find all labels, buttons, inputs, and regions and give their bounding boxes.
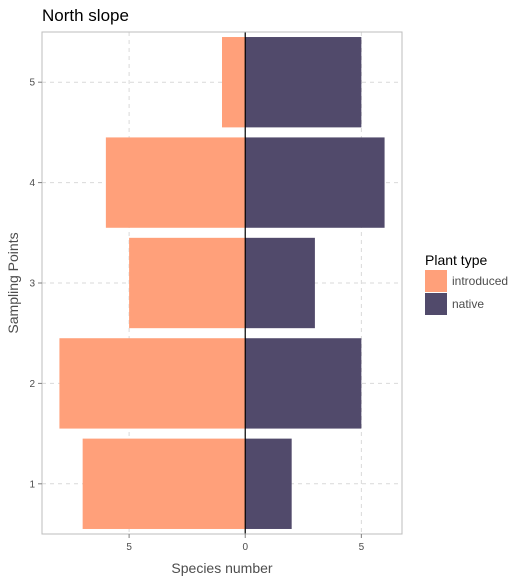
bar-native xyxy=(245,37,362,128)
bar-native xyxy=(245,338,362,429)
legend-title: Plant type xyxy=(425,252,487,268)
x-axis-title: Species number xyxy=(171,560,273,576)
chart-title: North slope xyxy=(42,6,129,25)
bar-introduced xyxy=(129,237,246,329)
x-tick-label: 5 xyxy=(126,542,132,553)
x-tick-label: 5 xyxy=(359,542,365,553)
legend: Plant type introduced native xyxy=(425,252,508,315)
y-tick-label: 2 xyxy=(29,379,35,390)
bar-introduced xyxy=(105,137,246,228)
bar-introduced xyxy=(59,338,246,429)
y-tick-label: 5 xyxy=(29,78,35,89)
y-tick-label: 3 xyxy=(29,279,35,290)
bar-native xyxy=(245,438,292,529)
y-tick-label: 4 xyxy=(29,178,35,189)
legend-label-native: native xyxy=(452,297,484,311)
legend-swatch-introduced xyxy=(425,270,447,292)
y-axis-title: Sampling Points xyxy=(5,232,21,333)
bar-introduced xyxy=(222,37,246,128)
plot-panel: 5 0 5 1 2 3 4 5 xyxy=(29,31,403,553)
x-tick-label: 0 xyxy=(242,542,248,553)
bar-native xyxy=(245,137,385,228)
legend-swatch-native xyxy=(425,293,447,315)
bar-introduced xyxy=(82,438,246,529)
bar-native xyxy=(245,237,315,329)
y-tick-label: 1 xyxy=(29,479,35,490)
legend-label-introduced: introduced xyxy=(452,274,508,288)
